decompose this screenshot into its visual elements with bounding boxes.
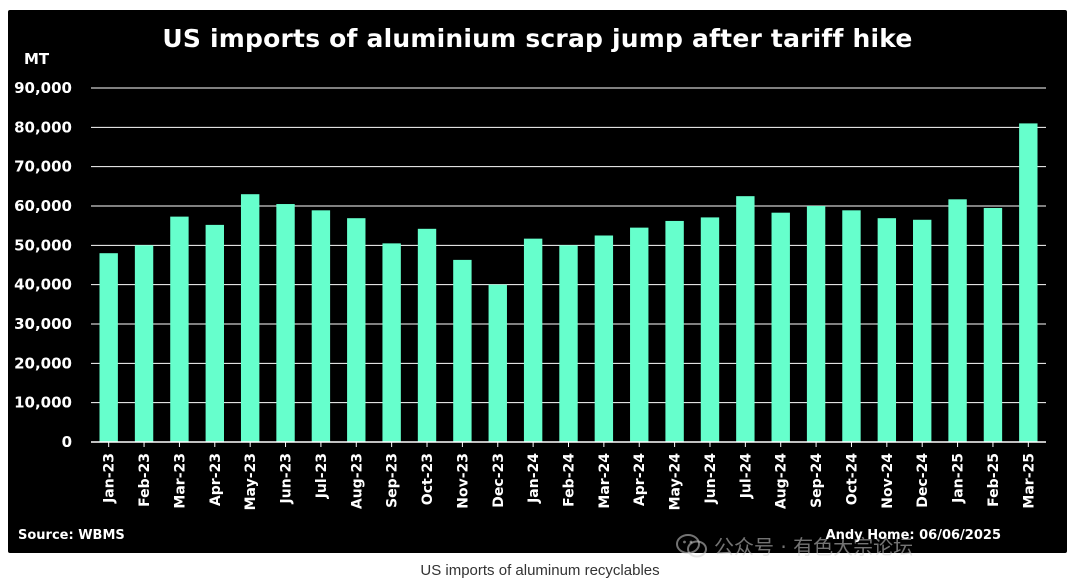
bar: [559, 245, 578, 442]
x-tick-label: Jul-23: [314, 453, 330, 499]
y-tick-label: 0: [62, 433, 72, 451]
x-tick-label: Mar-25: [1021, 453, 1037, 509]
x-tick-label: May-23: [243, 453, 259, 510]
image-caption: US imports of aluminum recyclables: [420, 562, 660, 579]
x-tick-label: Mar-24: [597, 453, 613, 509]
bar: [630, 227, 649, 442]
x-tick-label: Nov-23: [455, 453, 471, 509]
bar: [913, 219, 932, 442]
y-tick-label: 60,000: [14, 197, 72, 215]
bar: [134, 245, 154, 442]
bar: [665, 220, 684, 442]
x-tick-label: Jun-23: [279, 453, 295, 504]
x-tick-label: Feb-25: [986, 453, 1002, 507]
x-tick-label: Feb-23: [137, 453, 153, 507]
chart-title: US imports of aluminium scrap jump after…: [162, 24, 913, 53]
x-tick-label: Mar-23: [172, 453, 188, 509]
x-tick-label: Oct-23: [420, 453, 436, 505]
x-tick-label: Oct-24: [844, 453, 860, 505]
x-tick-label: May-24: [668, 453, 684, 511]
bar: [700, 217, 720, 442]
bar-chart: MT 0 10,000 20,000 30,000 40,000 50,000 60,000 7…: [14, 50, 1046, 511]
y-tick-label: 90,000: [14, 79, 72, 97]
x-tick-label: Aug-23: [349, 453, 365, 509]
x-tick-label: Jan-24: [526, 453, 542, 504]
y-tick-label: 50,000: [14, 236, 72, 254]
x-tick-label: Sep-23: [385, 453, 401, 508]
x-tick-label: Jul-24: [738, 453, 754, 500]
bar: [594, 235, 614, 442]
bar: [99, 253, 118, 442]
bar: [842, 210, 861, 442]
bar: [877, 218, 897, 442]
bar: [276, 204, 295, 442]
y-tick-label: 10,000: [14, 394, 72, 412]
bar: [205, 224, 224, 442]
bar: [417, 228, 437, 442]
y-tick-label: 40,000: [14, 276, 72, 294]
bar: [1019, 123, 1038, 443]
bar: [806, 206, 826, 442]
bar: [347, 218, 366, 442]
x-tick-label: Jan-25: [951, 453, 967, 504]
x-tick-label: Apr-23: [208, 453, 224, 506]
y-tick-label: 80,000: [14, 118, 72, 136]
bar: [453, 259, 472, 442]
credit-label: Andy Home: 06/06/2025: [825, 528, 1001, 543]
x-tick-label: Dec-24: [915, 453, 931, 508]
y-tick-label: 20,000: [14, 354, 72, 372]
bar: [382, 243, 401, 442]
x-tick-label: Sep-24: [809, 453, 825, 508]
x-tick-label: Nov-24: [880, 453, 896, 509]
y-tick-label: 70,000: [14, 158, 72, 176]
bar: [311, 210, 331, 442]
bar: [523, 238, 543, 442]
bar: [983, 207, 1003, 442]
bar: [488, 284, 507, 442]
bar: [240, 194, 260, 442]
bar: [170, 216, 189, 442]
x-tick-label: Aug-24: [774, 453, 790, 509]
chart-panel: US imports of aluminium scrap jump after…: [8, 10, 1067, 559]
x-tick-label: Jan-23: [102, 453, 118, 504]
x-tick-label: Dec-23: [491, 453, 507, 508]
bar: [736, 196, 755, 442]
x-tick-label: Apr-24: [632, 453, 648, 506]
source-label: Source: WBMS: [18, 528, 125, 543]
bar: [771, 212, 790, 442]
bar: [948, 199, 967, 442]
x-tick-label: Feb-24: [562, 453, 578, 507]
y-axis-unit-label: MT: [24, 50, 50, 68]
x-tick-label: Jun-24: [703, 453, 719, 505]
y-tick-label: 30,000: [14, 315, 72, 333]
